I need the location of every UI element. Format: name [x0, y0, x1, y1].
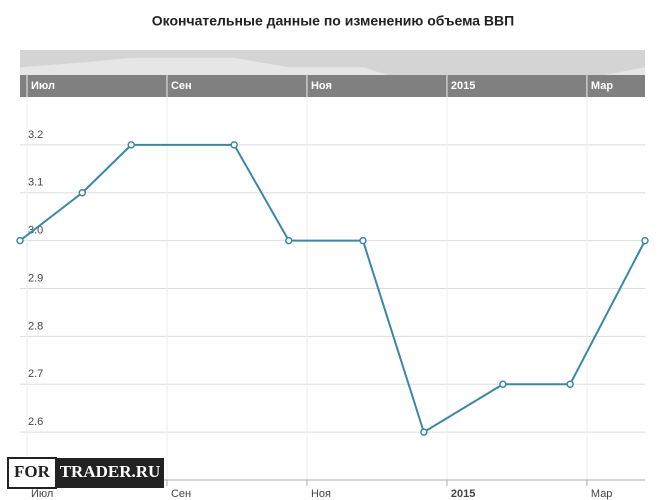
y-tick-label: 2.7: [28, 368, 43, 380]
point: [420, 428, 428, 436]
y-tick-label: 3.0: [28, 225, 43, 237]
navigator-tick-label: Июл: [31, 80, 55, 92]
point: [127, 141, 136, 149]
point: [16, 236, 24, 245]
point: [499, 380, 507, 388]
watermark-text: TRADER.RU: [60, 462, 161, 481]
chart-title: Окончательные данные по изменению объема…: [152, 13, 514, 29]
x-tick-label: Сен: [171, 488, 191, 500]
point: [359, 236, 367, 245]
y-tick-label: 2.8: [28, 320, 43, 332]
watermark: FOR TRADER.RU: [7, 457, 164, 489]
watermark-box: [56, 458, 164, 488]
point: [230, 141, 238, 149]
watermark-text: FOR: [14, 462, 51, 481]
navigator-tick-label: Ноя: [311, 80, 332, 92]
x-tick-label: Ноя: [311, 488, 331, 500]
y-tick-label: 3.2: [28, 129, 43, 141]
watermark-box: [7, 457, 57, 489]
navigator-tick-label: 2015: [451, 80, 475, 92]
point: [566, 380, 574, 388]
y-tick-label: 3.1: [28, 177, 43, 189]
navigator-tick-label: Сен: [171, 80, 192, 92]
line: [19, 143, 646, 434]
x-tick-label: Мар: [591, 488, 613, 500]
navigator-axis-band: [20, 75, 645, 97]
x-tick-label: 2015: [451, 488, 475, 500]
point: [641, 236, 649, 245]
point: [78, 189, 87, 197]
point: [285, 236, 293, 245]
navigator-tick-label: Мар: [591, 80, 613, 92]
x-tick-label: Июл: [31, 488, 53, 500]
y-tick-label: 2.6: [28, 416, 43, 428]
y-tick-label: 2.9: [28, 272, 43, 284]
